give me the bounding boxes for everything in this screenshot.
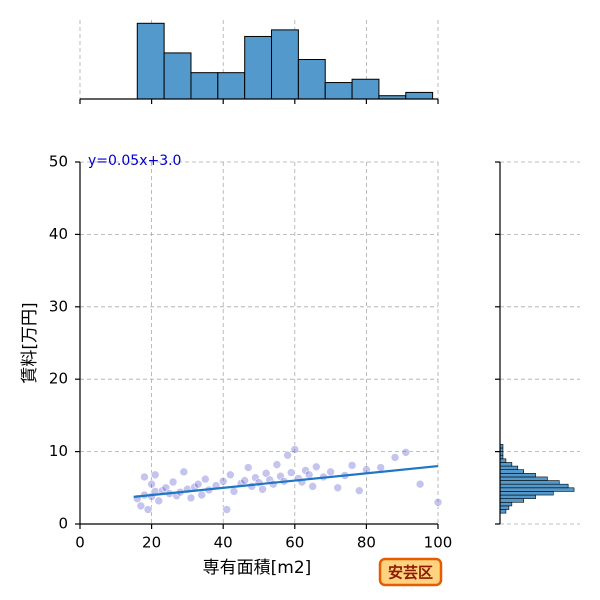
badge-text: 安芸区 (388, 564, 433, 582)
hist-bar (499, 458, 507, 463)
point (347, 461, 357, 470)
hist-bar (499, 462, 513, 467)
hist-bar (499, 465, 519, 470)
y-axis-label: 賃料[万円] (20, 302, 40, 383)
hist-bar (136, 22, 165, 100)
point (376, 463, 386, 472)
point (286, 468, 296, 477)
point (222, 505, 232, 514)
hist-bar (163, 52, 192, 100)
point (283, 450, 292, 460)
point (304, 470, 314, 480)
hist-bar (499, 473, 536, 478)
point (150, 470, 160, 480)
hist-bar (499, 509, 507, 514)
point (168, 477, 178, 487)
hist-bar (217, 72, 246, 100)
point (301, 466, 310, 475)
point (401, 448, 411, 457)
y-tick-label: 40 (49, 225, 68, 243)
point (193, 479, 203, 489)
x-tick-label: 0 (75, 534, 85, 552)
point (308, 482, 318, 491)
x-axis-label: 専有面積[m2] (203, 558, 312, 578)
point (433, 497, 443, 507)
point (290, 445, 300, 454)
hist-bar (405, 91, 434, 100)
hist-bar (271, 29, 299, 100)
hist-bar (499, 505, 510, 510)
point (333, 483, 343, 493)
hist-bar (499, 480, 560, 485)
annotation: y=0.05x+3.0 (88, 153, 181, 169)
point (272, 460, 282, 469)
hist-bar (499, 487, 575, 492)
hist-bar (499, 483, 569, 489)
y-tick-label: 20 (49, 370, 68, 388)
point (251, 473, 260, 482)
point (276, 471, 285, 481)
point (143, 505, 153, 514)
x-tick-label: 60 (285, 534, 304, 552)
point (240, 476, 249, 485)
point (179, 467, 189, 477)
hist-bar (190, 72, 219, 100)
point (154, 496, 164, 506)
x-tick-label: 20 (142, 534, 161, 552)
point (415, 479, 425, 489)
point (243, 463, 253, 472)
hist-bar (297, 59, 326, 100)
point (140, 472, 149, 482)
hist-bar (499, 476, 548, 481)
point (186, 493, 196, 503)
point (258, 484, 267, 494)
hist-bar (244, 35, 273, 100)
x-tick-label: 100 (424, 534, 453, 552)
hist-bar (351, 78, 380, 100)
point (147, 479, 156, 489)
point (326, 467, 335, 477)
x-tick-label: 40 (214, 534, 233, 552)
point (218, 476, 228, 486)
point (229, 487, 239, 496)
point (201, 474, 210, 484)
hist-bar (499, 469, 525, 474)
y-tick-label: 30 (49, 297, 68, 315)
point (354, 486, 364, 495)
point (261, 469, 271, 478)
point (390, 453, 400, 462)
point (197, 490, 207, 500)
x-tick-label: 80 (357, 534, 376, 552)
y-tick-label: 10 (49, 442, 68, 460)
y-tick-label: 50 (49, 153, 68, 171)
point (311, 462, 321, 472)
badge (378, 557, 443, 587)
hist-bar (499, 491, 554, 496)
point (136, 501, 146, 511)
point (226, 470, 235, 480)
hist-bar (324, 82, 353, 100)
regression-line (133, 464, 439, 498)
hist-bar (499, 501, 513, 507)
hist-bar (499, 494, 536, 499)
hist-bar (499, 498, 525, 503)
y-tick-label: 0 (58, 515, 68, 533)
